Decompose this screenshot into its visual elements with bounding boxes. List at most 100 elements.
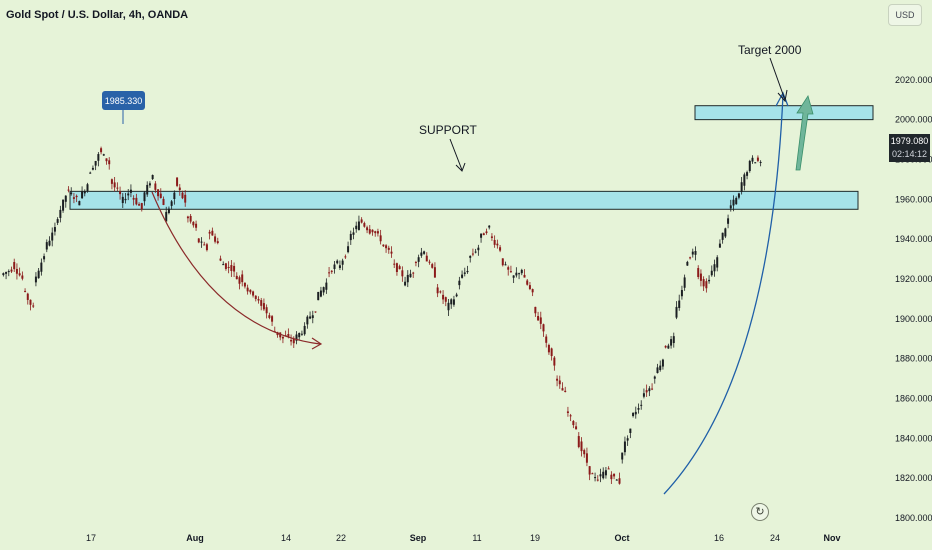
candle-body [214,236,217,242]
candle-body [678,300,681,308]
candle-body [138,204,141,206]
candle-body [268,315,271,318]
candle-body [29,299,32,305]
candle-body [306,316,309,325]
candle-body [661,359,664,367]
x-tick-label: 16 [714,533,724,543]
candle-body [222,264,225,266]
candle-body [558,380,561,385]
candle-body [167,208,170,214]
candle-body [398,266,401,270]
candle-body [37,270,40,279]
candle-body [626,438,629,441]
candle-body [746,172,749,176]
candle-body [395,263,398,272]
candle-body [691,251,694,255]
x-tick-label: Aug [186,533,204,543]
x-tick-label: Oct [614,533,629,543]
candle-body [347,246,350,253]
candle-body [756,157,759,161]
y-tick-label: 1820.000 [895,473,932,483]
support-annotation[interactable]: SUPPORT [419,123,477,137]
candle-body [246,287,249,292]
target-annotation[interactable]: Target 2000 [738,43,802,57]
candle-body [235,275,238,280]
candle-body [496,243,499,246]
candle-body [330,270,333,272]
candle-body [675,306,678,318]
candle-body [512,275,515,278]
candle-body [447,302,450,311]
candle-body [119,191,122,195]
candle-body [759,161,762,163]
candle-body [515,272,518,276]
candle-body [577,436,580,448]
candle-body [523,274,526,278]
candle-body [13,262,16,270]
candle-body [686,261,689,266]
candle-body [127,193,130,196]
candle-body [170,201,173,206]
support-pointer-head [455,162,466,172]
candle-body [121,196,124,204]
x-tick-label: Sep [410,533,427,543]
candle-body [241,274,244,283]
down-curve-arrowhead [311,337,323,350]
candle-body [24,290,27,292]
candle-body [205,244,208,251]
candle-body [727,218,730,224]
candle-body [159,193,162,199]
candle-body [148,183,151,186]
candle-body [596,479,599,481]
target-arrow [795,95,814,171]
candle-body [292,338,295,344]
candle-body [271,316,274,322]
target-pointer-head [777,89,788,103]
candle-body [363,223,366,227]
candle-body [569,415,572,417]
candle-body [233,265,236,272]
time-axis[interactable]: 17 Aug 14 22 Sep 11 19 Oct 16 24 Nov [86,533,841,543]
candle-body [542,324,545,332]
candle-body [452,299,455,305]
candle-body [583,450,586,455]
candle-body [32,305,35,307]
candle-body [26,293,29,300]
candle-body [550,348,553,357]
candle-body [124,198,127,201]
replay-icon[interactable]: ↻ [751,503,769,521]
candle-body [385,245,388,249]
candle-body [298,333,301,338]
candle-body [442,294,445,300]
candle-body [656,367,659,374]
candle-body [154,183,157,190]
candle-body [116,187,119,189]
candle-body [683,277,686,288]
x-tick-label: 14 [281,533,291,543]
candle-body [404,281,407,286]
current-price-tag: 1979.080 02:14:12 [889,134,930,162]
candle-body [43,256,46,260]
x-tick-label: 22 [336,533,346,543]
candle-body [355,225,358,230]
candle-body [621,452,624,460]
candle-body [648,388,651,392]
candle-body [689,257,692,259]
candle-body [585,453,588,463]
bar-countdown: 02:14:12 [891,149,928,159]
candle-body [708,279,711,282]
candle-body [556,378,559,381]
candle-body [580,441,583,452]
support-zone [69,190,859,210]
candle-body [561,388,564,391]
candle-body [257,299,260,301]
candle-body [197,238,200,243]
candle-body [613,473,616,477]
candle-body [743,174,746,186]
candle-body [509,271,512,273]
candle-body [754,162,757,164]
currency-button[interactable]: USD [888,4,922,26]
candle-body [553,357,556,366]
